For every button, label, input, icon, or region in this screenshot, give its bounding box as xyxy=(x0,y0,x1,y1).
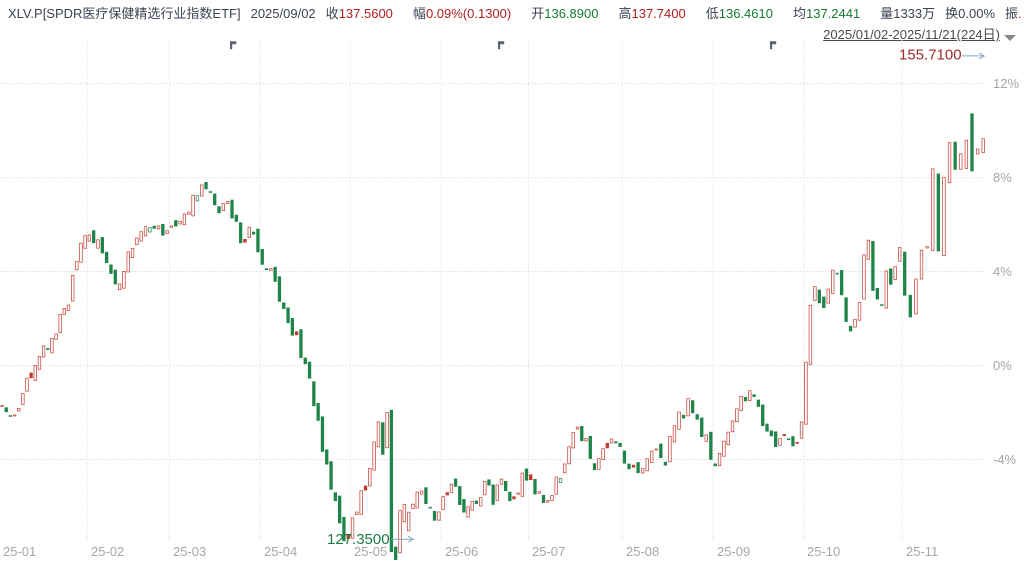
svg-text:12%: 12% xyxy=(993,76,1019,91)
svg-text:127.3500: 127.3500 xyxy=(327,531,390,548)
svg-text:25-07: 25-07 xyxy=(532,544,565,559)
svg-text:25-02: 25-02 xyxy=(91,544,124,559)
svg-text:4%: 4% xyxy=(993,264,1012,279)
svg-text:25-11: 25-11 xyxy=(906,544,938,559)
svg-text:25-01: 25-01 xyxy=(3,544,36,559)
svg-text:25-08: 25-08 xyxy=(626,544,659,559)
svg-text:25-10: 25-10 xyxy=(807,544,840,559)
svg-text:25-03: 25-03 xyxy=(173,544,206,559)
svg-text:25-06: 25-06 xyxy=(445,544,478,559)
svg-text:25-09: 25-09 xyxy=(717,544,750,559)
svg-text:155.7100: 155.7100 xyxy=(899,47,962,64)
svg-text:8%: 8% xyxy=(993,170,1012,185)
svg-text:0%: 0% xyxy=(993,358,1012,373)
svg-text:25-04: 25-04 xyxy=(264,544,297,559)
svg-text:-4%: -4% xyxy=(993,452,1017,467)
